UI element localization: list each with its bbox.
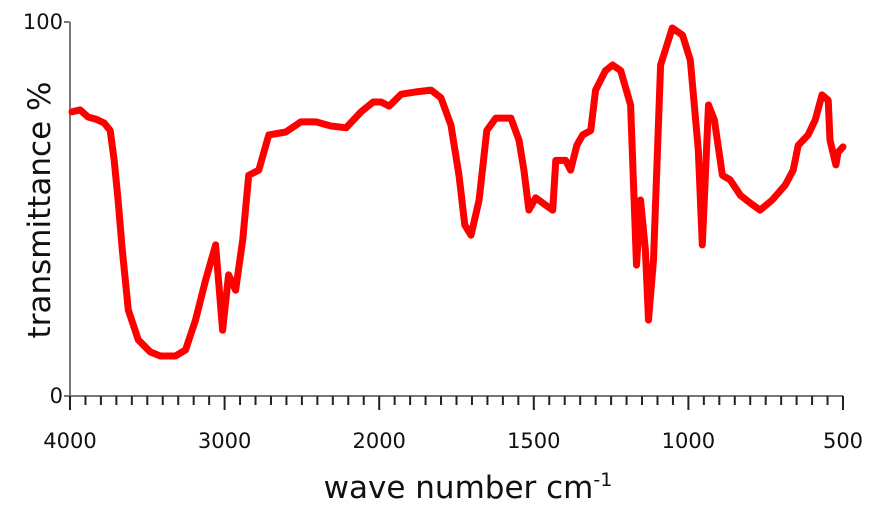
x-tick-label: 500 bbox=[823, 429, 863, 453]
y-tick-label: 100 bbox=[23, 10, 63, 34]
y-tick-label: 0 bbox=[50, 384, 63, 408]
x-tick-label: 1500 bbox=[507, 429, 560, 453]
x-tick-label: 4000 bbox=[43, 429, 96, 453]
x-axis-label: wave number cm-1 bbox=[324, 469, 613, 506]
x-tick-label: 3000 bbox=[198, 429, 251, 453]
x-tick-label: 1000 bbox=[662, 429, 715, 453]
x-axis-label-text: wave number cm bbox=[324, 470, 594, 506]
x-axis-label-sup: -1 bbox=[593, 469, 612, 491]
y-axis-label: transmittance % bbox=[22, 82, 58, 339]
x-tick-label: 2000 bbox=[352, 429, 405, 453]
spectrum-line bbox=[68, 24, 847, 360]
